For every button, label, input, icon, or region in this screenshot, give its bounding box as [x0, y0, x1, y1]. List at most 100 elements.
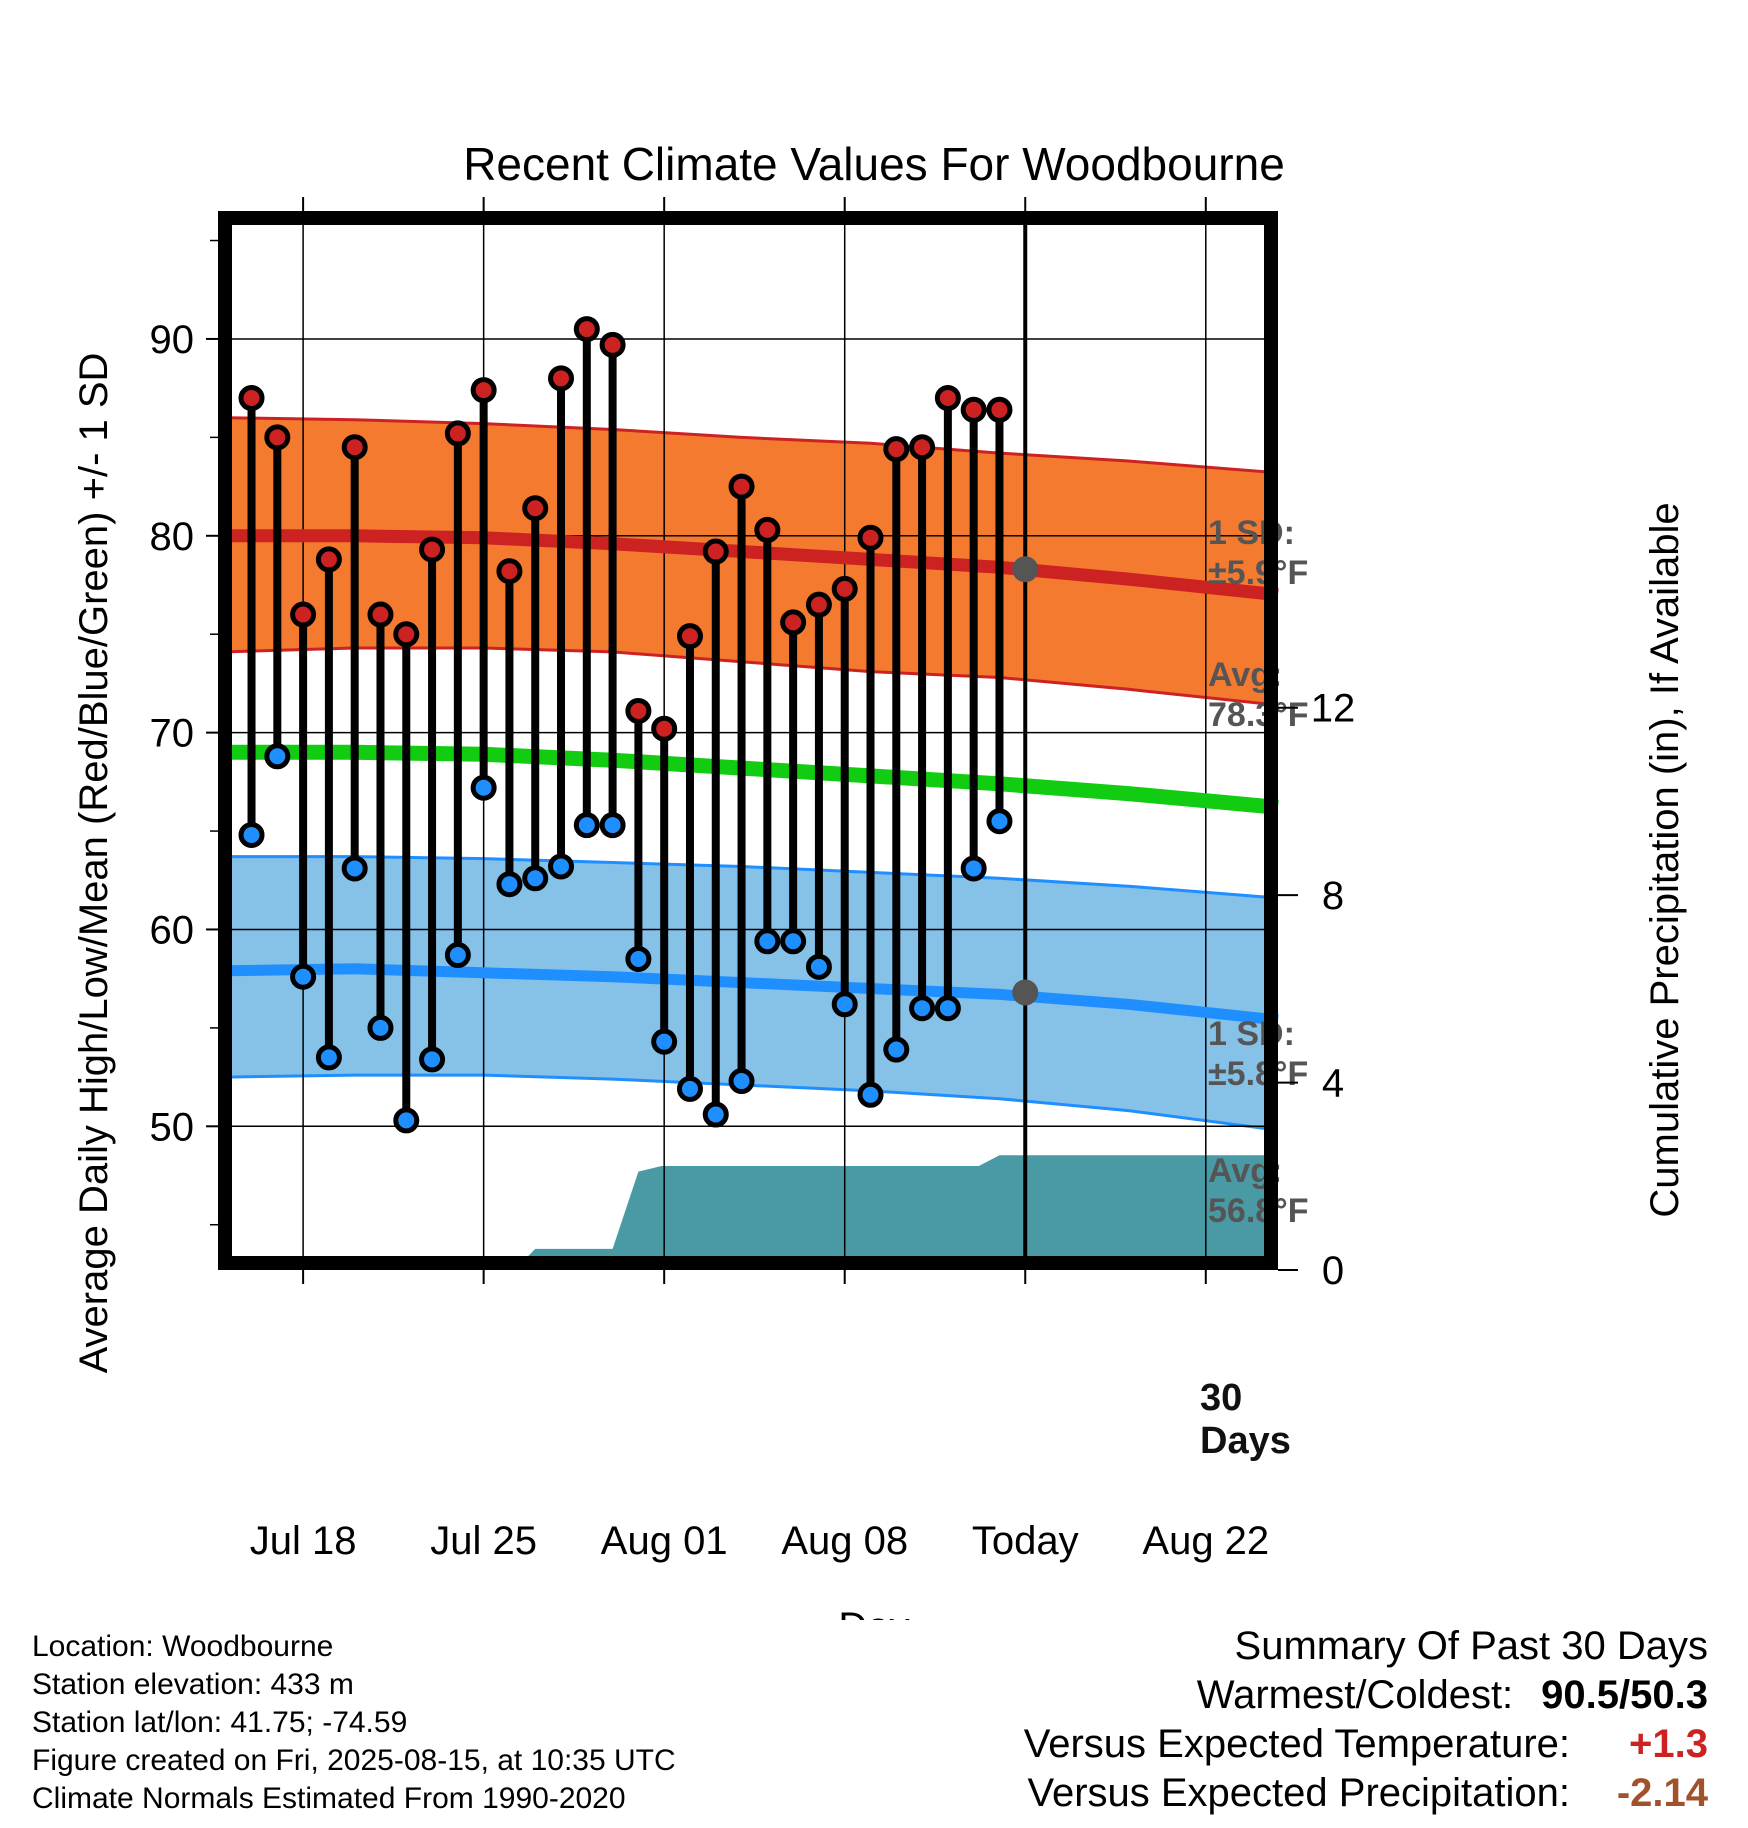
warmest-value: 90.5/50.3: [1541, 1673, 1708, 1717]
low-point-27: [934, 995, 961, 1022]
high-point-2: [290, 601, 317, 628]
elevation-text: Station elevation: 433 m: [32, 1668, 354, 1701]
low-point-1: [264, 743, 291, 770]
precip-anomaly-value: -2.14: [1616, 1771, 1708, 1815]
low-point-16: [651, 1028, 678, 1055]
chart-title: Recent Climate Values For Woodbourne: [463, 138, 1285, 190]
climate-chart: Recent Climate Values For Woodbourne 1 S…: [72, 138, 1687, 1620]
low-point-9: [470, 774, 497, 801]
low-point-4: [341, 855, 368, 882]
station-info: Location: Woodbourne Station elevation: …: [32, 1628, 676, 1818]
left-tick-label-80: 80: [150, 515, 195, 559]
high-point-4: [341, 434, 368, 461]
low-point-10: [496, 871, 523, 898]
high-point-8: [444, 420, 471, 447]
left-tick-label-70: 70: [150, 712, 195, 756]
high-point-10: [496, 558, 523, 585]
high-point-5: [367, 601, 394, 628]
right-tick-label-12: 12: [1311, 687, 1356, 731]
plot-frame: [218, 211, 1278, 1270]
low-point-5: [367, 1014, 394, 1041]
high-point-9: [470, 377, 497, 404]
created-text: Figure created on Fri, 2025-08-15, at 10…: [32, 1744, 676, 1777]
low-point-20: [754, 928, 781, 955]
low-point-6: [393, 1107, 420, 1134]
low-point-13: [573, 812, 600, 839]
high-point-29: [986, 396, 1013, 423]
low-point-25: [883, 1036, 910, 1063]
low-point-12: [548, 853, 575, 880]
normal-bands: [225, 416, 1279, 1132]
low-point-0: [238, 821, 265, 848]
high-upper-line: [225, 416, 1279, 475]
latlon-text: Station lat/lon: 41.75; -74.59: [32, 1706, 408, 1739]
temp-anomaly-value: +1.3: [1629, 1722, 1708, 1766]
location-text: Location: Woodbourne: [32, 1630, 334, 1663]
high-point-22: [805, 591, 832, 618]
right-tick-label-8: 8: [1322, 874, 1344, 918]
low-point-26: [909, 995, 936, 1022]
summary-panel: Summary Of Past 30 Days Warmest/Coldest:…: [1024, 1622, 1708, 1818]
high-point-7: [419, 536, 446, 563]
low-point-28: [960, 855, 987, 882]
high-sd-value: ±5.9°F: [1208, 554, 1308, 592]
high-point-27: [934, 384, 961, 411]
left-tick-label-60: 60: [150, 908, 195, 952]
low-sd-value: ±5.8°F: [1208, 1055, 1308, 1093]
low-point-15: [625, 945, 652, 972]
high-point-12: [548, 365, 575, 392]
x-tick-label-0: Jul 18: [250, 1519, 357, 1563]
high-point-21: [780, 609, 807, 636]
days-unit-label: Days: [1200, 1420, 1291, 1462]
x-tick-label-2: Aug 01: [601, 1519, 728, 1563]
frame-rect: [218, 211, 1278, 1270]
x-tick-label-1: Jul 25: [430, 1519, 537, 1563]
right-tick-label-4: 4: [1322, 1062, 1344, 1106]
x-tick-label-4: Today: [972, 1519, 1079, 1563]
high-avg-marker: [1012, 556, 1039, 583]
high-sd-label: 1 SD:: [1208, 514, 1295, 552]
today-line: [1012, 211, 1039, 1270]
high-point-0: [238, 384, 265, 411]
temp-anomaly-label: Versus Expected Temperature:: [1023, 1722, 1570, 1766]
low-point-11: [522, 865, 549, 892]
right-axis-label: Cumulative Precipitation (in), If Availa…: [1643, 502, 1687, 1217]
low-avg-value: 56.8°F: [1208, 1192, 1309, 1230]
x-axis-label: Day: [838, 1605, 909, 1620]
high-point-17: [676, 623, 703, 650]
low-point-2: [290, 963, 317, 990]
high-sd-band: [225, 417, 1279, 706]
high-point-13: [573, 316, 600, 343]
x-tick-label-5: Aug 22: [1142, 1519, 1269, 1563]
precip-area: [514, 1155, 1278, 1270]
low-point-24: [857, 1081, 884, 1108]
low-point-3: [315, 1044, 342, 1071]
high-point-18: [702, 538, 729, 565]
high-point-15: [625, 697, 652, 724]
high-avg-value: 78.3°F: [1208, 696, 1309, 734]
high-point-6: [393, 621, 420, 648]
low-point-14: [599, 812, 626, 839]
low-point-21: [780, 928, 807, 955]
left-tick-label-50: 50: [150, 1105, 195, 1149]
x-tick-label-3: Aug 08: [781, 1519, 908, 1563]
daily-range-bars: [247, 329, 1004, 1121]
low-point-23: [831, 991, 858, 1018]
low-avg-marker: [1012, 979, 1039, 1006]
high-point-16: [651, 715, 678, 742]
high-point-23: [831, 575, 858, 602]
low-point-17: [676, 1075, 703, 1102]
normals-text: Climate Normals Estimated From 1990-2020: [32, 1782, 626, 1815]
high-point-24: [857, 524, 884, 551]
high-point-28: [960, 396, 987, 423]
precip-row: Versus Expected Precipitation: -2.14: [1024, 1769, 1708, 1818]
precipitation-area: [514, 1155, 1278, 1270]
low-point-7: [419, 1046, 446, 1073]
low-sd-band: [225, 856, 1279, 1131]
right-tick-label-0: 0: [1322, 1249, 1344, 1293]
low-point-19: [728, 1068, 755, 1095]
high-point-26: [909, 434, 936, 461]
high-point-19: [728, 473, 755, 500]
daily-points: [238, 316, 1013, 1134]
high-point-14: [599, 331, 626, 358]
